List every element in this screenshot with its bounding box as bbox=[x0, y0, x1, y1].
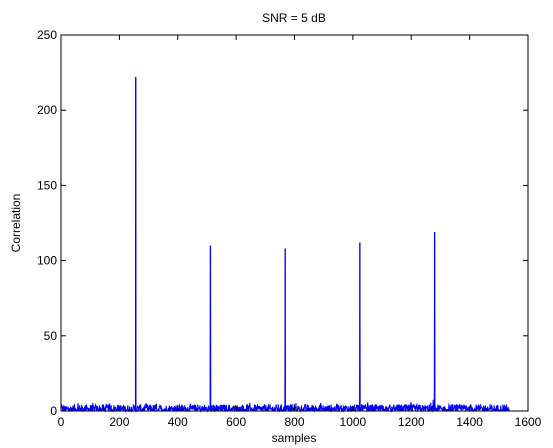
chart-title: SNR = 5 dB bbox=[262, 11, 326, 25]
x-tick-label: 1200 bbox=[398, 415, 425, 429]
y-axis-label: Correlation bbox=[9, 194, 23, 253]
series-layer bbox=[60, 77, 510, 413]
y-tick-label: 100 bbox=[37, 254, 57, 268]
x-tick-label: 1400 bbox=[456, 415, 483, 429]
y-tick-label: 50 bbox=[44, 329, 58, 343]
y-tick-label: 0 bbox=[50, 404, 57, 418]
x-axis-label: samples bbox=[272, 431, 317, 445]
x-tick-label: 0 bbox=[58, 415, 65, 429]
x-axis-ticks: 0 200 400 600 800 1000 1200 1400 1600 bbox=[58, 35, 542, 429]
x-tick-label: 200 bbox=[109, 415, 129, 429]
x-tick-label: 800 bbox=[284, 415, 304, 429]
x-tick-label: 1600 bbox=[515, 415, 542, 429]
x-tick-label: 600 bbox=[226, 415, 246, 429]
plot-area bbox=[61, 35, 528, 411]
x-tick-label: 1000 bbox=[340, 415, 367, 429]
x-tick-label: 400 bbox=[168, 415, 188, 429]
y-tick-label: 200 bbox=[37, 103, 57, 117]
y-tick-label: 150 bbox=[37, 178, 57, 192]
y-axis-ticks: 0 50 100 150 200 250 bbox=[37, 28, 528, 418]
y-tick-label: 250 bbox=[37, 28, 57, 42]
